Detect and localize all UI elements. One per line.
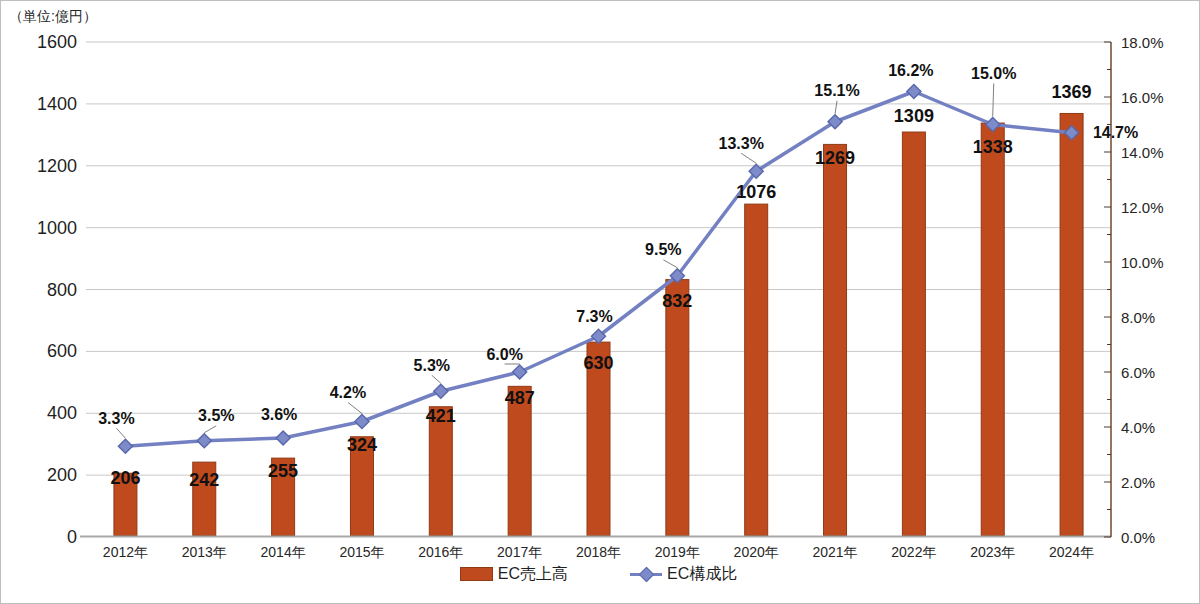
bar-series-swatch-icon <box>460 567 493 581</box>
pct-value-label: 3.5% <box>198 407 234 424</box>
pct-value-label: 7.3% <box>576 308 612 325</box>
bar-value-label: 1076 <box>736 182 776 202</box>
bar-value-label: 1369 <box>1052 82 1092 102</box>
bar-2023年 <box>981 123 1004 535</box>
pct-label-leader-line <box>835 101 837 114</box>
x-axis-category-label: 2017年 <box>497 544 542 560</box>
right-axis-tick-label: 0.0% <box>1121 529 1155 546</box>
pct-label-leader-line <box>432 375 441 383</box>
bar-2022年 <box>902 132 925 535</box>
bar-value-label: 487 <box>505 388 535 408</box>
line-swatch-diamond-icon <box>639 567 655 583</box>
bar-2020年 <box>745 204 768 535</box>
pct-label-leader-line <box>116 428 125 438</box>
line-marker-diamond-icon <box>197 434 211 448</box>
x-axis-category-label: 2024年 <box>1049 544 1094 560</box>
bar-2019年 <box>666 280 689 536</box>
x-axis-category-label: 2015年 <box>339 544 384 560</box>
x-axis-category-label: 2020年 <box>734 544 779 560</box>
line-marker-diamond-icon <box>907 85 921 99</box>
x-axis-category-label: 2013年 <box>182 544 227 560</box>
x-axis-category-label: 2021年 <box>812 544 857 560</box>
left-axis-tick-label: 800 <box>47 280 77 300</box>
line-marker-diamond-icon <box>434 384 448 398</box>
line-marker-diamond-icon <box>118 439 132 453</box>
bar-value-label: 1309 <box>894 106 934 126</box>
pct-value-label: 6.0% <box>486 346 522 363</box>
left-axis-tick-label: 1600 <box>37 32 77 52</box>
right-axis-tick-label: 8.0% <box>1121 309 1155 326</box>
bar-value-label: 1269 <box>815 148 855 168</box>
left-axis-tick-label: 1200 <box>37 156 77 176</box>
bar-value-label: 630 <box>583 353 613 373</box>
pct-label-leader-line <box>741 153 756 163</box>
pct-label-leader-line <box>663 260 677 268</box>
pct-value-label: 14.7% <box>1093 124 1138 141</box>
pct-label-leader-line <box>204 426 216 433</box>
legend: EC売上高 EC構成比 <box>86 561 1111 587</box>
bar-2016年 <box>429 407 452 536</box>
pct-value-label: 4.2% <box>330 384 366 401</box>
pct-value-label: 3.6% <box>261 406 297 423</box>
x-axis-category-label: 2022年 <box>891 544 936 560</box>
pct-value-label: 13.3% <box>719 135 764 152</box>
line-series-swatch-icon <box>630 567 662 581</box>
right-axis-tick-label: 18.0% <box>1121 34 1164 51</box>
x-axis-category-label: 2012年 <box>103 544 148 560</box>
pct-value-label: 3.3% <box>98 410 134 427</box>
right-axis-tick-label: 6.0% <box>1121 364 1155 381</box>
right-axis-tick-label: 14.0% <box>1121 144 1164 161</box>
pct-value-label: 9.5% <box>645 241 681 258</box>
pct-value-label: 5.3% <box>414 357 450 374</box>
pct-value-label: 16.2% <box>888 62 933 79</box>
x-axis-category-label: 2019年 <box>655 544 700 560</box>
bar-value-label: 832 <box>662 291 692 311</box>
line-marker-diamond-icon <box>513 365 527 379</box>
line-marker-diamond-icon <box>276 431 290 445</box>
legend-bar-label: EC売上高 <box>498 564 568 585</box>
x-axis-category-label: 2014年 <box>261 544 306 560</box>
right-axis-tick-label: 10.0% <box>1121 254 1164 271</box>
bar-value-label: 255 <box>268 461 298 481</box>
legend-item-bar-series: EC売上高 <box>460 564 568 585</box>
bar-value-label: 242 <box>189 470 219 490</box>
legend-item-line-series: EC構成比 <box>630 564 737 585</box>
right-axis-tick-label: 2.0% <box>1121 474 1155 491</box>
right-axis-tick-label: 4.0% <box>1121 419 1155 436</box>
x-axis-category-label: 2018年 <box>576 544 621 560</box>
x-axis-category-label: 2023年 <box>970 544 1015 560</box>
bar-value-label: 324 <box>347 435 377 455</box>
pct-value-label: 15.1% <box>814 82 859 99</box>
right-axis-tick-label: 12.0% <box>1121 199 1164 216</box>
bar-value-label: 1338 <box>973 137 1013 157</box>
left-axis-tick-label: 600 <box>47 341 77 361</box>
left-axis-tick-label: 1400 <box>37 94 77 114</box>
pct-label-leader-line <box>348 403 362 414</box>
right-axis-tick-label: 16.0% <box>1121 89 1164 106</box>
pct-label-leader-line <box>993 84 994 117</box>
x-axis-category-label: 2016年 <box>418 544 463 560</box>
bar-2017年 <box>508 386 531 535</box>
bar-value-label: 206 <box>110 468 140 488</box>
bar-2024年 <box>1060 113 1083 535</box>
pct-value-label: 15.0% <box>971 65 1016 82</box>
left-axis-tick-label: 400 <box>47 403 77 423</box>
left-axis-tick-label: 0 <box>67 527 77 547</box>
bar-2021年 <box>824 144 847 535</box>
line-marker-diamond-icon <box>355 415 369 429</box>
bar-value-label: 421 <box>426 406 456 426</box>
plot-area: 0 200 400 600 800 1000 1200 1400 1600 0.0% 2.0% 4.0… <box>1 1 1199 603</box>
chart-canvas: （単位:億円） 020040060080010001200140016000.0… <box>0 0 1200 604</box>
legend-line-label: EC構成比 <box>667 564 737 585</box>
left-axis-tick-label: 200 <box>47 465 77 485</box>
left-axis-tick-label: 1000 <box>37 218 77 238</box>
